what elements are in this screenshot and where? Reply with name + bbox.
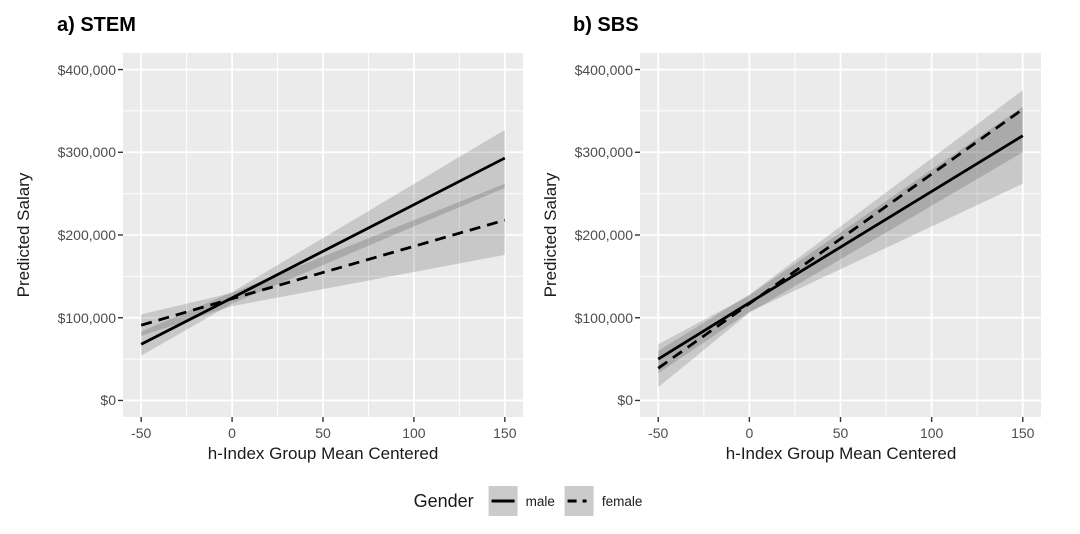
- x-tick-label: 100: [919, 425, 944, 441]
- y-tick-label: $200,000: [57, 227, 116, 243]
- y-tick-label: $100,000: [57, 309, 116, 326]
- x-tick-label: 100: [402, 425, 426, 441]
- axis-tick-marks: [118, 68, 506, 422]
- y-axis-title-panel-a: Predicted Salary: [14, 172, 33, 298]
- legend: Gender male female: [413, 485, 643, 517]
- x-axis-title-panel-b: h-Index Group Mean Centered: [725, 444, 957, 463]
- y-tick-label: $0: [100, 392, 116, 409]
- legend-label-male: male: [525, 493, 555, 509]
- x-tick-label: -50: [131, 425, 152, 441]
- female-trend-line: [657, 108, 1024, 370]
- axis-tick-marks: [635, 68, 1024, 422]
- y-tick-label: $300,000: [57, 144, 116, 161]
- y-tick-label: $400,000: [57, 61, 116, 78]
- male-solid-line-key-icon: [488, 486, 518, 516]
- x-axis-title-panel-a: h-Index Group Mean Centered: [207, 444, 439, 463]
- major-gridlines: [640, 53, 1041, 417]
- y-tick-label: $100,000: [574, 309, 633, 326]
- legend-item-female: female: [564, 486, 643, 516]
- x-tick-label: 150: [493, 425, 517, 441]
- x-tick-label: 150: [1011, 425, 1035, 441]
- legend-label-female: female: [601, 493, 643, 509]
- panel-b-title: b) SBS: [573, 14, 639, 36]
- female-dashed-line-key-icon: [564, 486, 594, 516]
- legend-item-male: male: [488, 486, 555, 516]
- x-tick-label: -50: [648, 425, 669, 441]
- y-tick-label: $400,000: [574, 61, 633, 78]
- x-tick-label: 0: [228, 425, 236, 441]
- x-tick-label: 50: [315, 425, 331, 441]
- panel-a-plot-area: [118, 53, 523, 422]
- panel-b-plot-area: [635, 53, 1041, 422]
- x-tick-label: 50: [832, 425, 849, 441]
- major-gridlines: [123, 53, 523, 417]
- y-tick-label: $200,000: [574, 227, 633, 243]
- legend-title: Gender: [413, 490, 474, 511]
- panel-a-title: a) STEM: [57, 14, 136, 36]
- x-tick-label: 0: [745, 425, 754, 441]
- y-tick-label: $0: [617, 392, 633, 409]
- female-trend-line: [140, 218, 506, 327]
- y-tick-label: $300,000: [574, 144, 633, 161]
